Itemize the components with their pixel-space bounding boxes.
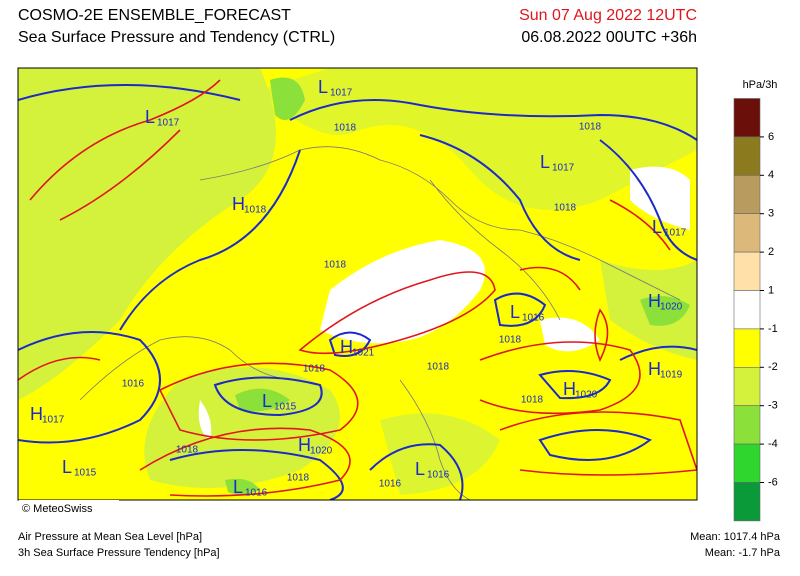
legend-label: 4 <box>768 169 774 181</box>
center-value: 1016 <box>522 313 545 324</box>
center-symbol: H <box>30 404 43 424</box>
legend-label: -3 <box>768 400 778 412</box>
isobar-label: 1018 <box>579 122 602 133</box>
legend-swatch <box>733 98 761 138</box>
legend-swatch <box>733 290 761 330</box>
center-symbol: L <box>318 77 328 97</box>
isobar-label: 1018 <box>334 123 357 134</box>
center-value: 1015 <box>274 402 297 413</box>
isobar-label: 1016 <box>122 379 145 390</box>
legend-swatch <box>733 366 761 406</box>
legend-swatch <box>733 136 761 176</box>
legend-label: 2 <box>768 246 774 258</box>
isobar-label: 1018 <box>554 203 577 214</box>
footer-right: Mean: 1017.4 hPa <box>690 531 781 543</box>
center-symbol: L <box>510 302 520 322</box>
isobar-label: 1018 <box>499 335 522 346</box>
legend-swatch <box>733 405 761 445</box>
center-value: 1017 <box>157 118 180 129</box>
legend-swatch <box>733 443 761 483</box>
legend-label: 6 <box>768 131 774 143</box>
center-symbol: L <box>540 152 550 172</box>
isobar-label: 1018 <box>324 260 347 271</box>
isobar-label: 1018 <box>521 395 544 406</box>
valid-time: Sun 07 Aug 2022 12UTC <box>519 7 697 24</box>
legend-label: -4 <box>768 438 778 450</box>
center-value: 1016 <box>245 488 268 499</box>
footer-right: Mean: -1.7 hPa <box>705 547 781 559</box>
credit-box <box>19 500 119 516</box>
center-value: 1015 <box>74 468 97 479</box>
center-value: 1017 <box>664 228 687 239</box>
isobar-label: 1018 <box>427 362 450 373</box>
title: COSMO-2E ENSEMBLE_FORECAST <box>18 7 291 24</box>
map <box>18 68 697 500</box>
center-symbol: H <box>340 337 353 357</box>
legend-swatch <box>733 482 761 522</box>
center-value: 1017 <box>42 415 65 426</box>
center-symbol: H <box>563 379 576 399</box>
center-value: 1017 <box>552 163 575 174</box>
legend-label: -1 <box>768 323 778 335</box>
isobar-label: 1016 <box>379 479 402 490</box>
subtitle: Sea Surface Pressure and Tendency (CTRL) <box>18 29 335 46</box>
legend-label: 1 <box>768 284 774 296</box>
map-frame <box>17 67 698 501</box>
isobar-label: 1018 <box>303 364 326 375</box>
center-symbol: H <box>232 194 245 214</box>
legend-swatch <box>733 251 761 291</box>
center-value: 1020 <box>575 390 598 401</box>
legend-label: 3 <box>768 208 774 220</box>
center-value: 1020 <box>660 302 683 313</box>
center-value: 1019 <box>660 370 683 381</box>
legend-swatch <box>733 213 761 253</box>
footer-left: Air Pressure at Mean Sea Level [hPa] <box>18 531 202 543</box>
isobar-label: 1018 <box>176 445 199 456</box>
legend-label: -6 <box>768 476 778 488</box>
center-symbol: H <box>298 435 311 455</box>
run-time: 06.08.2022 00UTC +36h <box>521 29 697 46</box>
center-symbol: L <box>145 107 155 127</box>
center-symbol: L <box>415 459 425 479</box>
center-value: 1017 <box>330 88 353 99</box>
legend-swatch <box>733 328 761 368</box>
center-symbol: H <box>648 359 661 379</box>
center-symbol: L <box>262 391 272 411</box>
center-symbol: H <box>648 291 661 311</box>
center-value: 1020 <box>310 446 333 457</box>
center-value: 1021 <box>352 348 375 359</box>
legend-unit: hPa/3h <box>743 79 778 91</box>
center-symbol: L <box>62 457 72 477</box>
legend-label: -2 <box>768 361 778 373</box>
credit: © MeteoSwiss <box>22 503 93 515</box>
legend-swatch <box>733 175 761 215</box>
footer-left: 3h Sea Surface Pressure Tendency [hPa] <box>18 547 220 559</box>
center-value: 1018 <box>244 205 267 216</box>
center-symbol: L <box>233 477 243 497</box>
isobar-label: 1018 <box>287 473 310 484</box>
center-symbol: L <box>652 217 662 237</box>
center-value: 1016 <box>427 470 450 481</box>
